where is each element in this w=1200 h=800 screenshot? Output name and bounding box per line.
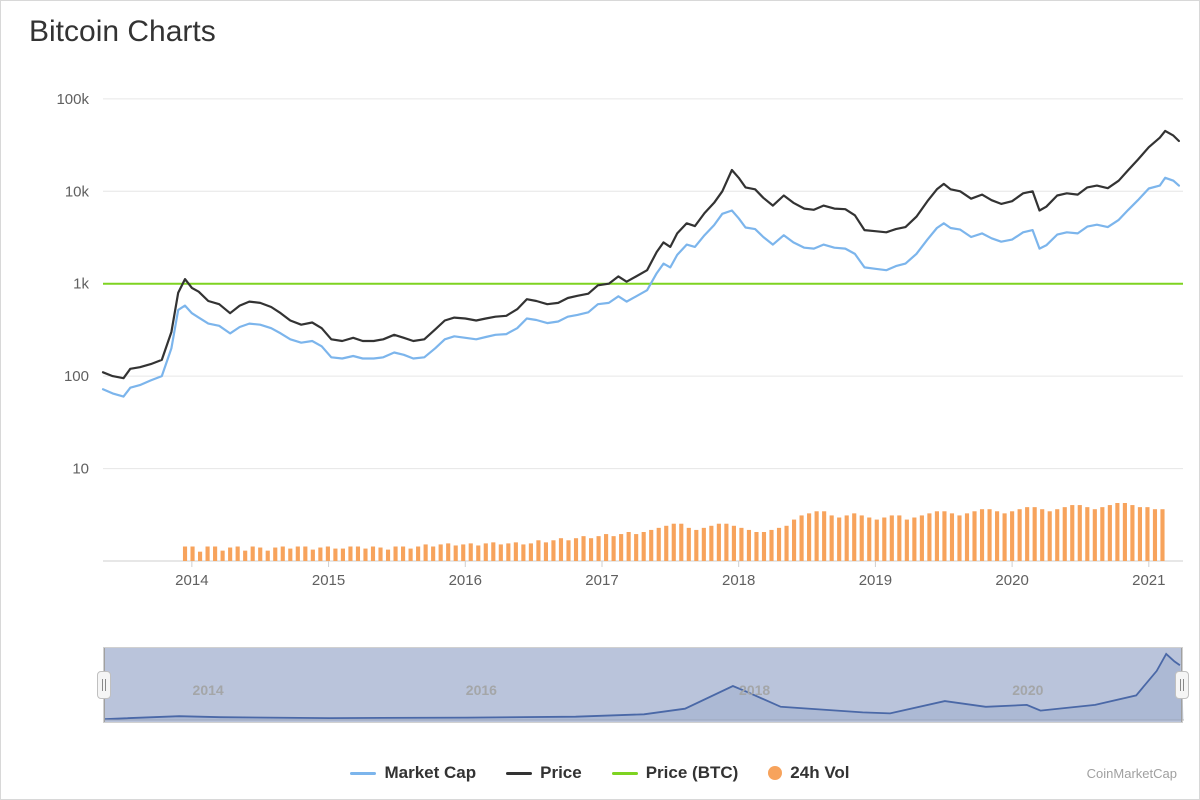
attribution-label: CoinMarketCap bbox=[1087, 766, 1177, 781]
svg-text:10k: 10k bbox=[65, 183, 90, 200]
range-tick: 2014 bbox=[193, 682, 224, 698]
svg-text:2014: 2014 bbox=[175, 572, 208, 589]
range-handle-left[interactable] bbox=[97, 671, 111, 699]
svg-text:100: 100 bbox=[64, 368, 89, 385]
chart-title: Bitcoin Charts bbox=[29, 15, 216, 49]
legend-label: Market Cap bbox=[384, 763, 476, 783]
line-swatch bbox=[350, 772, 376, 775]
line-swatch bbox=[612, 772, 638, 775]
svg-text:2018: 2018 bbox=[722, 572, 755, 589]
legend-item-price-btc-[interactable]: Price (BTC) bbox=[612, 763, 739, 783]
legend-label: Price (BTC) bbox=[646, 763, 739, 783]
range-handle-right[interactable] bbox=[1175, 671, 1189, 699]
svg-text:2017: 2017 bbox=[585, 572, 618, 589]
range-tick: 2020 bbox=[1012, 682, 1043, 698]
svg-text:1k: 1k bbox=[73, 276, 89, 293]
svg-text:100k: 100k bbox=[56, 91, 89, 108]
legend-item-price[interactable]: Price bbox=[506, 763, 582, 783]
main-price-chart[interactable]: 10 100 1k 10k 100k 2014 2015 2016 2017 2018 2019 20… bbox=[19, 61, 1183, 621]
chart-legend: Market Cap Price Price (BTC) 24h Vol bbox=[1, 763, 1199, 783]
svg-text:2019: 2019 bbox=[859, 572, 892, 589]
line-swatch bbox=[506, 772, 532, 775]
range-tick: 2016 bbox=[466, 682, 497, 698]
legend-label: Price bbox=[540, 763, 582, 783]
svg-text:2021: 2021 bbox=[1132, 572, 1165, 589]
time-range-selector[interactable]: 2014 2016 2018 2020 bbox=[103, 647, 1183, 723]
circle-swatch bbox=[768, 766, 782, 780]
range-tick: 2018 bbox=[739, 682, 770, 698]
svg-text:2020: 2020 bbox=[995, 572, 1028, 589]
svg-text:2015: 2015 bbox=[312, 572, 345, 589]
svg-text:10: 10 bbox=[72, 461, 89, 478]
legend-item-market-cap[interactable]: Market Cap bbox=[350, 763, 476, 783]
svg-text:2016: 2016 bbox=[449, 572, 482, 589]
legend-label: 24h Vol bbox=[790, 763, 849, 783]
legend-item-24h-vol[interactable]: 24h Vol bbox=[768, 763, 849, 783]
